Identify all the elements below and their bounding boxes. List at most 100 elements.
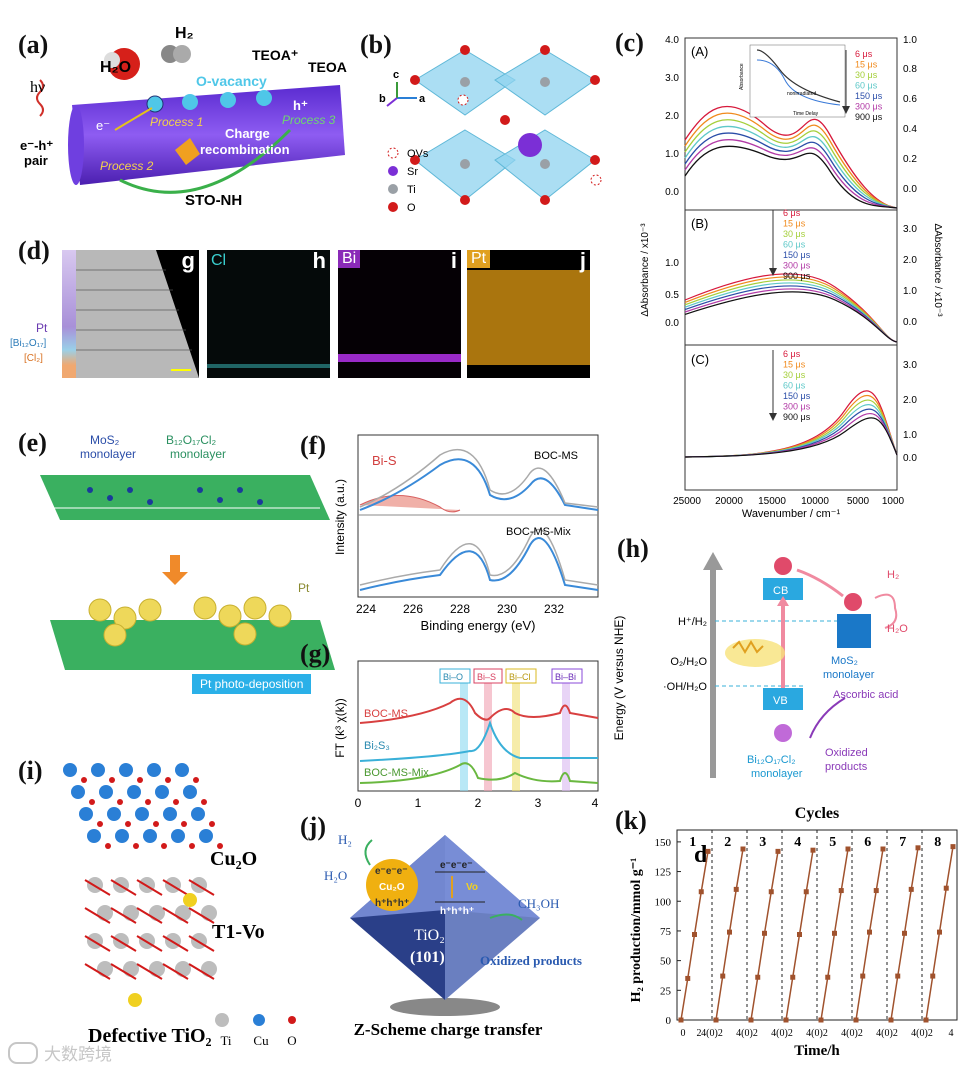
facet-label: (101) (410, 949, 445, 966)
series-boc-ms: BOC-MS (364, 708, 408, 720)
h2-label: H₂ (887, 569, 899, 581)
tickB-right-2: 1.0 (903, 286, 917, 297)
boc-h-label-1: Bi₁₂O₁₇Cl₂ (747, 754, 795, 766)
k-ytick-0: 0 (666, 1015, 672, 1027)
panel-g-label: (g) (300, 639, 331, 668)
k-point-3-4 (775, 848, 781, 854)
panel-f-ylabel: Intensity (a.u.) (333, 479, 347, 555)
t1vo-label: T1-Vo (212, 921, 265, 943)
tickB-left-0: 1.0 (665, 258, 679, 269)
hv-label: hν (30, 79, 45, 96)
k-point-6-4 (880, 846, 886, 852)
legend-o: O (287, 1033, 296, 1048)
process-2-label: Process 2 (100, 159, 154, 173)
o-vacancy-label: O-vacancy (196, 73, 267, 89)
teoa-plus-label: TEOA⁺ (252, 47, 298, 63)
oxidized-products-label: Oxidized products (480, 953, 582, 968)
tickA-left-3: 1.0 (665, 149, 679, 160)
electron-icon (774, 557, 792, 575)
panel-k-title: Cycles (795, 805, 839, 822)
tickA-right-5: 0.0 (903, 184, 917, 195)
side-label-pt: Pt (36, 321, 48, 335)
pt-photo-deposition-badge: Pt photo-deposition (192, 674, 312, 694)
k-point-5-0 (818, 1017, 824, 1023)
k-xtick-8: 4(0)2 (911, 1028, 933, 1039)
side-label-bi: [Bi₁₂O₁₇] (10, 338, 47, 349)
side-label-cl: [Cl₂] (24, 353, 43, 364)
tile-h-letter: h (312, 248, 326, 273)
k-xtick-4: 4(0)2 (771, 1028, 793, 1039)
tile-i: Bi i (338, 248, 461, 378)
tickA-right-4: 0.2 (903, 154, 917, 165)
level-oh: ·OH/H₂O (663, 681, 707, 693)
bis-label: Bi-S (372, 453, 397, 468)
inset-legend: nonirradiated (787, 91, 816, 97)
k-xtick-1: 2 (697, 1028, 702, 1039)
level-h: H⁺/H₂ (678, 616, 707, 628)
k-point-7-1 (895, 973, 901, 979)
k-point-4-4 (810, 847, 816, 853)
tio2-holes: h⁺h⁺h⁺ (440, 906, 474, 917)
watermark-logo-icon (8, 1041, 38, 1064)
f-xtick-1: 226 (403, 602, 423, 616)
series-bi2s3: Bi₂S₃ (364, 740, 390, 752)
cu2o-sphere (366, 859, 418, 911)
k-point-8-0 (923, 1017, 929, 1023)
k-point-1-1 (685, 975, 691, 981)
k-ytick-4: 100 (655, 896, 672, 908)
sample-bottom: BOC-MS-Mix (506, 526, 571, 538)
k-cycle-1: 1 (689, 835, 696, 850)
xtick-1: 20000 (715, 496, 743, 507)
ch3oh-label: CH₃OH (518, 896, 559, 911)
sto-rod (72, 85, 345, 185)
panel-b: (b) b c a OVs Sr Ti O (355, 20, 625, 230)
k-xtick-0: 0 (681, 1028, 686, 1039)
k-point-7-2 (902, 930, 907, 936)
time-legend-2-6: 900 μs (783, 412, 811, 422)
tickC-right-1: 2.0 (903, 395, 917, 406)
panel-g-ylabel: FT (k³ χ(k)) (333, 698, 347, 757)
k-point-4-0 (783, 1017, 789, 1023)
panel-c-label: (c) (615, 28, 644, 57)
xtick-3: 10000 (801, 496, 829, 507)
tile-j: Pt j (467, 250, 590, 378)
cu2o-holes: h⁺h⁺h⁺ (375, 898, 409, 909)
sto-nh-label: STO-NH (185, 192, 242, 209)
tickA-left-4: 0.0 (665, 187, 679, 198)
energy-arrow-icon (703, 552, 723, 570)
panel-h: (h) CB VB H⁺/H₂ O₂/H₂O ·OH/H₂O H₂ H₂O Mo… (605, 528, 965, 798)
vb-box (763, 688, 803, 710)
tile-i-letter: i (450, 248, 457, 273)
k-point-8-2 (937, 929, 942, 935)
k-point-5-3 (838, 888, 844, 894)
mos2-label-2: monolayer (80, 447, 136, 461)
tile-i-element: Bi (338, 250, 361, 268)
panel-c: (c) Absorbance Time Delay nonirradiated … (615, 20, 960, 520)
xtick-2: 15000 (758, 496, 786, 507)
panel-c-ylabel-left: ΔAbsorbance / x10⁻³ (640, 223, 651, 317)
electron-label: e⁻ (96, 118, 110, 133)
xtick-0: 25000 (673, 496, 701, 507)
mos2-box (837, 614, 871, 648)
k-point-1-2 (692, 932, 697, 937)
cb-label: CB (773, 585, 788, 597)
f-xtick-3: 230 (497, 602, 517, 616)
panel-d-label: (d) (18, 236, 50, 265)
k-ytick-5: 125 (655, 867, 672, 879)
time-legend-2-2: 30 μs (783, 370, 806, 380)
tile-h-element: Cl (211, 252, 227, 269)
k-cycle-8: 8 (934, 835, 941, 850)
tickB-left-1: 0.5 (665, 290, 679, 301)
time-legend-0-6: 900 μs (855, 112, 883, 122)
time-legend-1-3: 60 μs (783, 240, 806, 250)
bond-bibi: Bi–Bi (555, 672, 576, 682)
k-ytick-3: 75 (660, 926, 672, 938)
panel-a-label: (a) (18, 30, 49, 59)
tickA-right-1: 0.8 (903, 64, 917, 75)
k-xtick-9: 4 (949, 1028, 954, 1039)
legend-sr: Sr (407, 166, 418, 178)
k-point-8-3 (943, 885, 949, 891)
g-xtick-2: 2 (475, 796, 482, 810)
level-o2: O₂/H₂O (670, 656, 707, 668)
time-legend-1-1: 15 μs (783, 219, 806, 229)
